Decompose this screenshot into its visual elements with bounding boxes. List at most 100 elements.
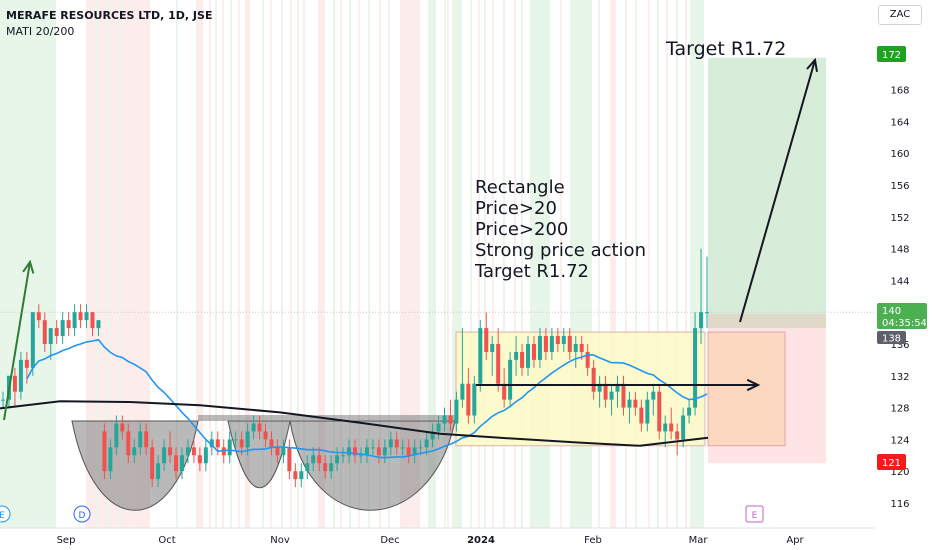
candle	[466, 367, 471, 424]
candle	[269, 431, 274, 456]
candle-body	[24, 359, 29, 368]
y-tick-label: 128	[890, 404, 909, 415]
candle-body	[418, 447, 423, 449]
candle	[687, 399, 692, 424]
currency-button[interactable]: ZAC	[878, 5, 922, 25]
earnings-marker[interactable]	[745, 505, 764, 523]
x-tick-label: Sep	[57, 535, 76, 546]
signal-band	[428, 0, 436, 528]
candle-body	[203, 447, 208, 464]
candle	[526, 336, 531, 376]
earnings-marker-label: E	[752, 511, 758, 521]
candle	[275, 439, 280, 464]
candle-body	[108, 447, 113, 472]
signal-band	[685, 0, 687, 528]
candle-body	[693, 328, 698, 408]
signal-band	[478, 0, 480, 528]
candle	[293, 463, 298, 488]
y-tick-label: 124	[890, 435, 909, 446]
signal-band	[452, 0, 462, 528]
candle	[311, 447, 316, 472]
candle-body	[78, 312, 83, 321]
candle	[645, 391, 650, 432]
candle-body	[84, 312, 89, 321]
signal-band	[444, 0, 446, 528]
setup-note: Price>20	[475, 198, 557, 219]
candle-body	[561, 336, 566, 344]
candle	[609, 383, 614, 416]
candle	[257, 415, 262, 440]
y-tick-label: 144	[890, 276, 909, 287]
candle	[376, 439, 381, 464]
candle	[203, 439, 208, 472]
profit-zone	[708, 57, 826, 314]
candle-body	[96, 320, 101, 329]
earnings-marker[interactable]	[0, 505, 11, 523]
candle-body	[705, 312, 709, 314]
candle	[406, 439, 411, 464]
candle	[364, 439, 369, 464]
candle-body	[293, 471, 298, 480]
candle-body	[150, 447, 155, 480]
candle	[329, 455, 334, 480]
candle	[138, 423, 143, 456]
stop-price-badge	[877, 454, 906, 470]
candle	[585, 344, 590, 376]
candle-body	[591, 367, 596, 392]
candle-body	[466, 383, 471, 416]
candle	[102, 423, 107, 480]
candle	[442, 407, 447, 432]
candle-body	[436, 423, 441, 432]
candle	[30, 312, 35, 376]
candle	[591, 359, 596, 400]
candle-body	[185, 447, 190, 456]
candle-body	[341, 455, 346, 457]
y-tick-label: 120	[890, 467, 909, 478]
candle-body	[72, 312, 77, 329]
candle-body	[358, 455, 363, 457]
candle	[72, 304, 77, 337]
candle	[496, 328, 501, 392]
signal-band	[270, 0, 272, 528]
y-tick-label: 152	[890, 213, 909, 224]
candle	[615, 375, 620, 408]
candle	[370, 439, 375, 456]
candle-body	[60, 320, 65, 337]
candle-body	[144, 431, 149, 448]
signal-band	[215, 0, 217, 528]
entry-box	[707, 331, 786, 447]
y-tick-label: 160	[890, 149, 909, 160]
candle-body	[126, 431, 131, 456]
signal-band	[230, 0, 232, 528]
candle	[699, 248, 704, 344]
candle	[561, 328, 566, 352]
setup-note: Target R1.72	[474, 261, 589, 282]
candle-body	[162, 447, 167, 464]
candle-body	[603, 383, 608, 400]
indicator-legend[interactable]: MATI 20/200	[6, 25, 75, 38]
candle	[221, 439, 226, 464]
candle	[549, 328, 554, 360]
candle-body	[681, 415, 686, 440]
candle	[185, 439, 190, 464]
candle-body	[508, 359, 513, 400]
candle	[651, 383, 656, 416]
candle	[454, 391, 459, 432]
signal-band	[209, 0, 211, 528]
candle	[460, 328, 465, 408]
candle-body	[120, 423, 125, 432]
candle-body	[496, 344, 501, 384]
candle-body	[633, 399, 638, 408]
candle	[394, 431, 399, 456]
candle	[233, 431, 238, 448]
candle-body	[382, 447, 387, 456]
candle-body	[317, 455, 322, 464]
candle-body	[132, 447, 137, 456]
candle	[675, 423, 680, 456]
candle	[1, 391, 5, 408]
ma20-line	[26, 338, 708, 459]
cup-shape	[289, 420, 456, 511]
candle-body	[531, 344, 536, 360]
dividend-marker[interactable]	[73, 505, 91, 523]
